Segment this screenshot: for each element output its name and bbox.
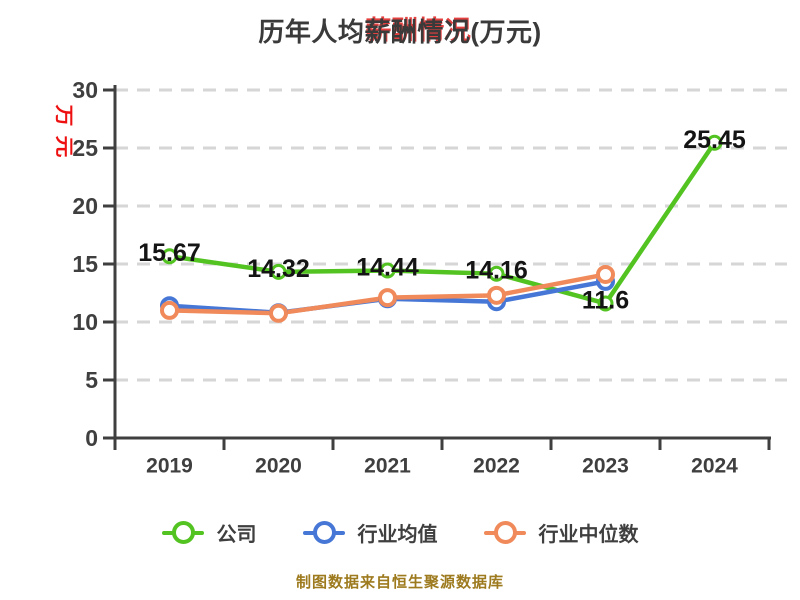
legend-line-circle-icon bbox=[483, 519, 526, 546]
data-point-marker bbox=[270, 263, 287, 280]
data-point-marker bbox=[269, 303, 288, 323]
data-point-value-label: 25.45 bbox=[683, 126, 746, 154]
x-axis-category-label: 2021 bbox=[364, 455, 411, 478]
y-axis-tick-label: 25 bbox=[72, 135, 98, 161]
legend-line-circle-icon bbox=[161, 519, 204, 546]
data-point-value-label: 14.32 bbox=[247, 255, 310, 283]
chart-title: 历年人均薪酬情况(万元) bbox=[0, 12, 800, 49]
y-axis-tick-label: 15 bbox=[72, 251, 98, 277]
y-axis-tick-label: 0 bbox=[85, 425, 98, 451]
data-point-marker bbox=[488, 265, 505, 282]
x-axis-category-label: 2023 bbox=[582, 455, 629, 478]
data-point-value-label: 15.67 bbox=[138, 239, 201, 267]
data-point-marker bbox=[597, 295, 614, 312]
data-point-value-label: 14.16 bbox=[465, 257, 528, 285]
legend-item: 公司 bbox=[161, 518, 257, 547]
chart-title-prefix: 历年人均 bbox=[258, 17, 365, 47]
data-point-marker bbox=[378, 288, 397, 308]
legend-item: 行业中位数 bbox=[483, 518, 639, 547]
legend-label: 行业中位数 bbox=[538, 524, 639, 546]
x-axis-category-label: 2024 bbox=[691, 455, 738, 478]
data-source-footnote: 制图数据来自恒生聚源数据库 bbox=[295, 574, 504, 591]
series-line bbox=[167, 140, 717, 306]
legend-label: 行业均值 bbox=[357, 524, 438, 546]
y-axis-tick-label: 10 bbox=[72, 309, 98, 335]
chart-title-suffix: (万元) bbox=[470, 17, 542, 47]
data-point-value-label: 11.6 bbox=[582, 286, 629, 314]
legend-line-circle-icon bbox=[302, 519, 345, 546]
chart-legend: 公司 行业均值 行业中位数 bbox=[0, 518, 800, 547]
data-point-marker bbox=[160, 300, 179, 320]
x-axis-category-label: 2020 bbox=[255, 455, 302, 478]
data-point-marker bbox=[596, 264, 615, 284]
data-point-marker bbox=[161, 248, 178, 265]
data-point-marker bbox=[706, 134, 723, 151]
data-point-marker bbox=[379, 262, 396, 279]
data-point-value-label: 14.44 bbox=[356, 253, 419, 281]
chart-title-highlight: 薪酬情况 bbox=[364, 17, 471, 47]
y-axis-tick-label: 20 bbox=[72, 193, 98, 219]
y-axis-tick-label: 5 bbox=[85, 367, 98, 393]
legend-label: 公司 bbox=[216, 524, 257, 546]
data-point-marker bbox=[487, 285, 506, 305]
x-axis-category-label: 2022 bbox=[473, 455, 520, 478]
y-axis-tick-label: 30 bbox=[72, 77, 98, 103]
legend-item: 行业均值 bbox=[302, 518, 438, 547]
x-axis-category-label: 2019 bbox=[146, 455, 193, 478]
